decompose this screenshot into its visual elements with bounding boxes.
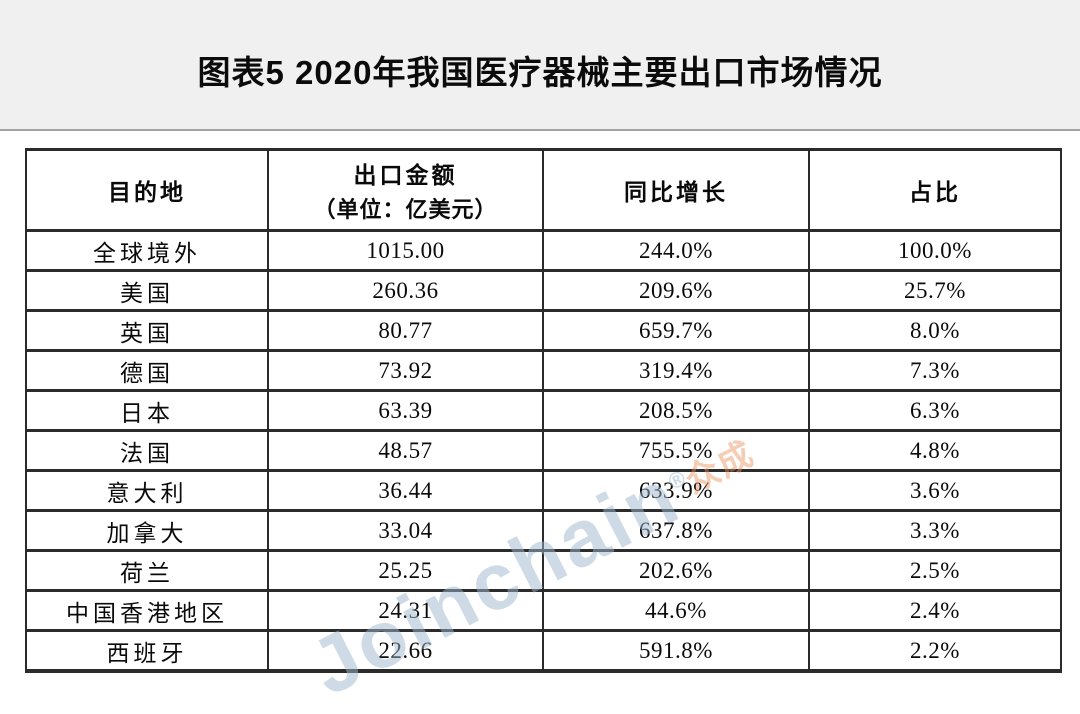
value-cell: 633.9% [542, 469, 810, 512]
column-header-label: 目的地 [108, 180, 186, 205]
table-row: 中国香港地区 24.31 44.6% 2.4% [25, 589, 1062, 632]
value-cell: 80.77 [267, 309, 544, 352]
table-row: 西班牙 22.66 591.8% 2.2% [25, 629, 1062, 673]
value-cell: 73.92 [267, 349, 544, 392]
value-cell: 36.44 [267, 469, 544, 512]
value-cell: 33.04 [267, 509, 544, 552]
export-markets-table: 目的地 出口金额 （单位：亿美元） 同比增长 占比 全球境外 1015.00 244.0% 1… [25, 148, 1062, 673]
destination-cell: 意大利 [25, 469, 269, 512]
value-cell: 25.25 [267, 549, 544, 592]
value-cell: 2.4% [808, 589, 1062, 632]
value-cell: 25.7% [808, 269, 1062, 312]
value-cell: 44.6% [542, 589, 810, 632]
value-cell: 4.8% [808, 429, 1062, 472]
table-row: 英国 80.77 659.7% 8.0% [25, 309, 1062, 352]
column-header-label: 占比 [909, 180, 961, 205]
value-cell: 591.8% [542, 629, 810, 673]
destination-cell: 中国香港地区 [25, 589, 269, 632]
value-cell: 659.7% [542, 309, 810, 352]
value-cell: 24.31 [267, 589, 544, 632]
table-area: 目的地 出口金额 （单位：亿美元） 同比增长 占比 全球境外 1015.00 244.0% 1… [0, 131, 1080, 712]
table-row: 加拿大 33.04 637.8% 3.3% [25, 509, 1062, 552]
table-row: 意大利 36.44 633.9% 3.6% [25, 469, 1062, 512]
value-cell: 2.5% [808, 549, 1062, 592]
column-header-label: 出口金额 [353, 163, 458, 188]
value-cell: 7.3% [808, 349, 1062, 392]
column-header-3: 占比 [808, 148, 1062, 232]
destination-cell: 美国 [25, 269, 269, 312]
table-row: 法国 48.57 755.5% 4.8% [25, 429, 1062, 472]
page-title: 图表5 2020年我国医疗器械主要出口市场情况 [197, 53, 883, 91]
table-row: 全球境外 1015.00 244.0% 100.0% [25, 229, 1062, 272]
destination-cell: 英国 [25, 309, 269, 352]
destination-cell: 西班牙 [25, 629, 269, 673]
column-header-label: 同比增长 [624, 180, 728, 205]
column-header-1: 出口金额 （单位：亿美元） [267, 148, 544, 232]
table-row: 德国 73.92 319.4% 7.3% [25, 349, 1062, 392]
table-header-row: 目的地 出口金额 （单位：亿美元） 同比增长 占比 [25, 148, 1062, 232]
value-cell: 209.6% [542, 269, 810, 312]
destination-cell: 日本 [25, 389, 269, 432]
destination-cell: 法国 [25, 429, 269, 472]
table-body: 全球境外 1015.00 244.0% 100.0% 美国 260.36 209.6% 25.… [25, 229, 1062, 673]
destination-cell: 加拿大 [25, 509, 269, 552]
value-cell: 319.4% [542, 349, 810, 392]
value-cell: 63.39 [267, 389, 544, 432]
table-row: 美国 260.36 209.6% 25.7% [25, 269, 1062, 312]
table-row: 荷兰 25.25 202.6% 2.5% [25, 549, 1062, 592]
value-cell: 22.66 [267, 629, 544, 673]
value-cell: 244.0% [542, 229, 810, 272]
value-cell: 100.0% [808, 229, 1062, 272]
value-cell: 755.5% [542, 429, 810, 472]
column-header-0: 目的地 [25, 148, 269, 232]
value-cell: 637.8% [542, 509, 810, 552]
value-cell: 2.2% [808, 629, 1062, 673]
value-cell: 202.6% [542, 549, 810, 592]
value-cell: 208.5% [542, 389, 810, 432]
value-cell: 3.6% [808, 469, 1062, 512]
value-cell: 260.36 [267, 269, 544, 312]
value-cell: 6.3% [808, 389, 1062, 432]
value-cell: 3.3% [808, 509, 1062, 552]
destination-cell: 荷兰 [25, 549, 269, 592]
column-header-subtitle: （单位：亿美元） [313, 197, 498, 222]
value-cell: 8.0% [808, 309, 1062, 352]
value-cell: 48.57 [267, 429, 544, 472]
table-row: 日本 63.39 208.5% 6.3% [25, 389, 1062, 432]
destination-cell: 全球境外 [25, 229, 269, 272]
destination-cell: 德国 [25, 349, 269, 392]
value-cell: 1015.00 [267, 229, 544, 272]
figure-caption-band: 图表5 2020年我国医疗器械主要出口市场情况 [0, 0, 1080, 131]
column-header-2: 同比增长 [542, 148, 810, 232]
